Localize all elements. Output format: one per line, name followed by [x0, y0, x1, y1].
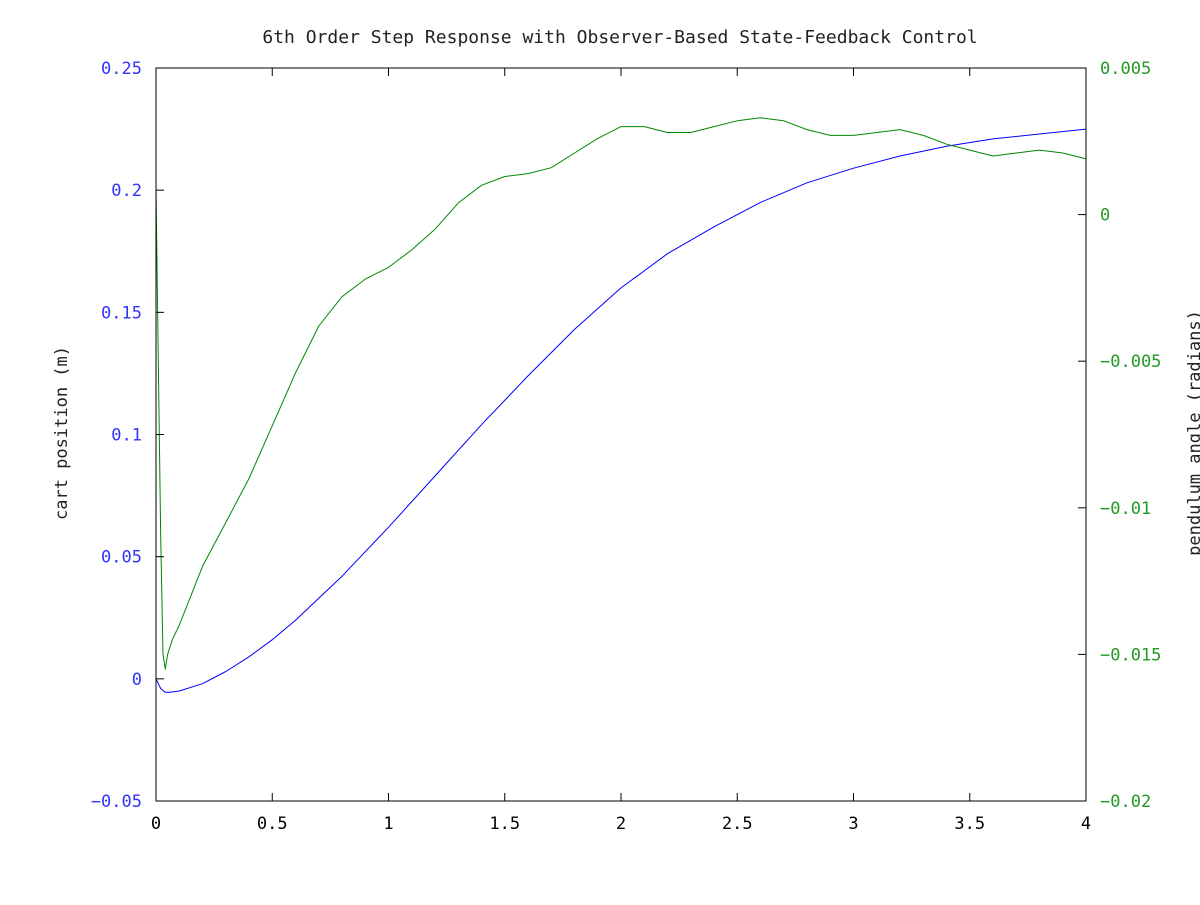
- x-tick-label: 2: [616, 814, 626, 834]
- y2-tick-label: 0: [1100, 206, 1110, 226]
- y2-tick-label: −0.005: [1100, 352, 1161, 372]
- y-tick-label: 0.1: [111, 426, 142, 446]
- y2-tick-label: −0.01: [1100, 499, 1151, 519]
- y2-tick-label: −0.015: [1100, 645, 1161, 665]
- chart-title: 6th Order Step Response with Observer-Ba…: [262, 27, 977, 48]
- y-tick-label: 0.2: [111, 181, 142, 201]
- plot-frame: [155, 67, 1087, 802]
- y2-tick-label: −0.02: [1100, 792, 1151, 812]
- y2-axis-label: pendulum angle (radians): [1185, 310, 1200, 556]
- x-tick-label: 1.5: [489, 814, 520, 834]
- axes-layer: 0 0.5 1 1.5 2 2.5 3 3.5 4 −0.05 0 0.05 0.1 0.15 0.2 0.2…: [91, 59, 1162, 834]
- series-line-pendulum-angle: [155, 117, 1087, 670]
- x-tick-label: 4: [1081, 814, 1091, 834]
- series-layer: [155, 117, 1087, 693]
- y-tick-label: 0.25: [101, 59, 142, 79]
- y-tick-label: 0.15: [101, 303, 142, 323]
- x-tick-label: 3.5: [954, 814, 985, 834]
- y-tick-label: −0.05: [91, 792, 142, 812]
- series-line-cart-position: [155, 128, 1087, 693]
- x-tick-label: 3: [848, 814, 858, 834]
- x-tick-label: 2.5: [722, 814, 753, 834]
- x-tick-label: 0.5: [257, 814, 288, 834]
- x-tick-label: 1: [383, 814, 393, 834]
- y-tick-label: 0.05: [101, 548, 142, 568]
- y-tick-label: 0: [132, 670, 142, 690]
- y2-tick-label: 0.005: [1100, 59, 1151, 79]
- y-axis-label: cart position (m): [52, 346, 72, 520]
- x-tick-label: 0: [151, 814, 161, 834]
